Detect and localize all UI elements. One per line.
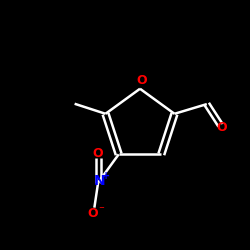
Text: O: O (88, 207, 99, 220)
Text: ⁻: ⁻ (98, 205, 104, 215)
Text: N: N (94, 174, 105, 188)
Text: O: O (216, 121, 227, 134)
Text: O: O (136, 74, 146, 87)
Text: O: O (93, 147, 104, 160)
Text: +: + (102, 171, 110, 181)
